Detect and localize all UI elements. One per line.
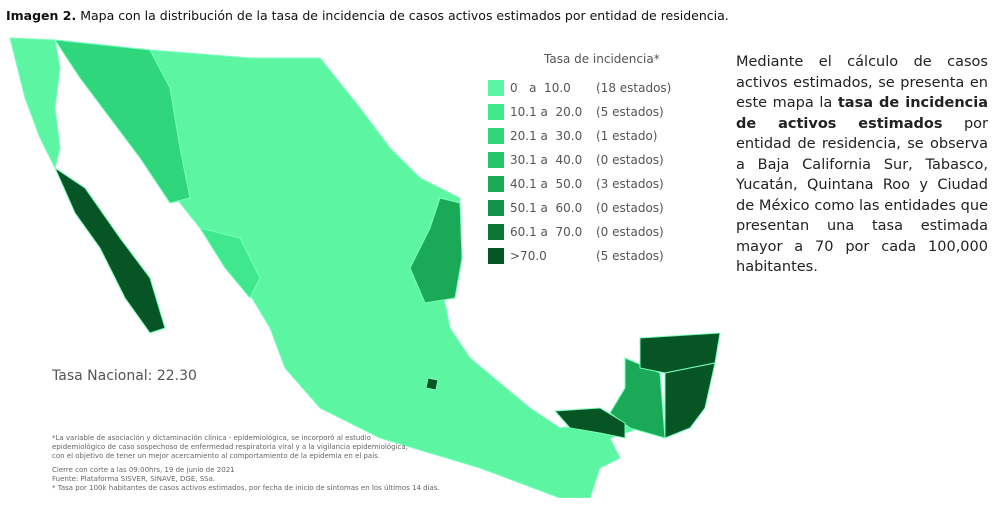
description: Mediante el cálculo de casos activos est…: [736, 52, 988, 278]
legend-count: (0 estados): [596, 201, 664, 215]
footnote: epidemiológico de caso sospechoso de enf…: [52, 443, 408, 451]
state-baja-california: [9, 37, 61, 170]
state-tamaulipas: [409, 197, 463, 304]
legend-swatch: [488, 224, 504, 240]
legend-swatch: [488, 176, 504, 192]
state-bcs: [53, 166, 166, 334]
legend-title: Tasa de incidencia*: [544, 52, 660, 66]
legend-item: 50.1 a 60.0 (0 estados): [488, 196, 671, 220]
description-text: por entidad de residencia, se observa a …: [736, 115, 988, 276]
header-title: Mapa con la distribución de la tasa de i…: [80, 8, 729, 23]
state-tabasco: [553, 407, 626, 439]
legend-item: 30.1 a 40.0 (0 estados): [488, 148, 671, 172]
legend-swatch: [488, 248, 504, 264]
legend-range: 20.1 a 30.0: [510, 129, 583, 143]
legend-range: 10.1 a 20.0: [510, 105, 583, 119]
legend-range: 60.1 a 70.0: [510, 225, 583, 239]
legend-item: 0 a 10.0 (18 estados): [488, 76, 671, 100]
state-nayarit-group: [198, 227, 261, 299]
header: Imagen 2. Mapa con la distribución de la…: [6, 8, 729, 23]
state-qroo: [664, 362, 716, 439]
mainland: [53, 39, 641, 498]
legend-item: 40.1 a 50.0 (3 estados): [488, 172, 671, 196]
legend-count: (5 estados): [596, 249, 664, 263]
description-text: tasa de incidencia de activos estimados: [736, 95, 988, 132]
legend-swatch: [488, 80, 504, 96]
legend-item: 20.1 a 30.0 (1 estado): [488, 124, 671, 148]
footnote: *La variable de asociación y dictaminaci…: [52, 434, 371, 442]
footnote: con el objetivo de tener un mejor acerca…: [52, 452, 381, 460]
footnotes: *La variable de asociación y dictaminaci…: [52, 434, 440, 493]
legend-item: >70.0 (5 estados): [488, 244, 671, 268]
national-rate: Tasa Nacional: 22.30: [52, 368, 197, 384]
legend-range: 40.1 a 50.0: [510, 177, 583, 191]
legend-count: (5 estados): [596, 105, 664, 119]
legend-range: >70.0: [510, 249, 547, 263]
legend-count: (0 estados): [596, 153, 664, 167]
state-campeche: [609, 357, 666, 439]
legend-range: 0 a 10.0: [510, 81, 571, 95]
header-label: Imagen 2.: [6, 8, 77, 23]
map: [9, 37, 721, 498]
state-cdmx: [425, 377, 439, 391]
footnote: * Tasa por 100k habitantes de casos acti…: [52, 484, 440, 492]
description-text: Mediante el cálculo de casos activos est…: [736, 54, 988, 111]
state-sonora: [54, 39, 191, 204]
footnote: Cierre con corte a las 09:00hrs, 19 de j…: [52, 466, 235, 474]
legend-swatch: [488, 104, 504, 120]
legend-swatch: [488, 128, 504, 144]
legend-count: (3 estados): [596, 177, 664, 191]
legend: Tasa de incidencia* 0 a 10.0 (18 estados) 1…: [488, 52, 671, 268]
legend-count: (0 estados): [596, 225, 664, 239]
footnote: Fuente: Plataforma SISVER, SINAVE, DGE, …: [52, 475, 216, 483]
legend-count: (18 estados): [596, 81, 672, 95]
legend-swatch: [488, 152, 504, 168]
legend-swatch: [488, 200, 504, 216]
legend-range: 50.1 a 60.0: [510, 201, 583, 215]
legend-range: 30.1 a 40.0: [510, 153, 583, 167]
legend-item: 60.1 a 70.0 (0 estados): [488, 220, 671, 244]
legend-item: 10.1 a 20.0 (5 estados): [488, 100, 671, 124]
legend-count: (1 estado): [596, 129, 658, 143]
